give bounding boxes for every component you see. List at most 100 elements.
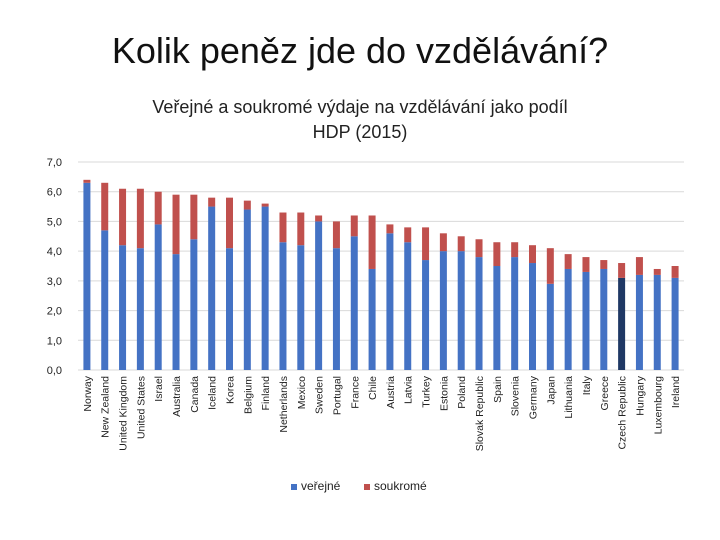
chart-subtitle: Veřejné a soukromé výdaje na vzdělávání … (110, 95, 610, 145)
x-tick-label: Luxembourg (652, 376, 664, 435)
bar-public (368, 268, 376, 370)
x-tick-label: Netherlands (278, 376, 290, 433)
bar-public (546, 283, 554, 370)
x-tick-label: Czech Republic (617, 376, 629, 450)
y-tick-label: 4,0 (47, 246, 62, 258)
bar-public (493, 266, 501, 370)
bar-private (564, 254, 572, 269)
bar-public (136, 248, 144, 370)
x-tick-label: Lithuania (563, 376, 575, 419)
bar-public (529, 263, 536, 370)
x-tick-label: Mexico (296, 376, 308, 409)
bar-public (190, 239, 198, 370)
x-tick-label: United States (135, 376, 147, 439)
bar-private (208, 197, 216, 207)
bar-public (261, 206, 269, 370)
bar-private (457, 236, 465, 252)
y-tick-label: 1,0 (47, 335, 62, 347)
x-tick-label: United Kingdom (118, 376, 130, 451)
legend-label-private: soukromé (374, 479, 427, 493)
x-tick-label: Chile (367, 376, 379, 400)
x-tick-label: Slovak Republic (474, 376, 486, 451)
bar-public (119, 245, 127, 370)
bar-public (635, 274, 643, 370)
bar-private (119, 188, 127, 246)
bar-private (671, 266, 679, 278)
bar-private (83, 179, 91, 183)
bar-public (475, 257, 483, 370)
bar-private (332, 221, 340, 249)
bar-private (529, 245, 536, 264)
bar-private (172, 194, 180, 255)
bar-public (243, 209, 251, 370)
bar-public (511, 257, 519, 370)
y-tick-label: 3,0 (47, 276, 62, 288)
bar-public (422, 260, 430, 370)
x-tick-label: Spain (492, 376, 504, 403)
bar-public (439, 251, 447, 370)
x-tick-label: Israel (153, 376, 165, 402)
legend-swatch-private (364, 484, 370, 490)
bar-private (261, 203, 269, 207)
bar-private (635, 257, 643, 275)
x-tick-label: Estonia (438, 376, 450, 411)
bar-public (618, 277, 626, 370)
bar-private (422, 227, 430, 261)
y-tick-label: 7,0 (47, 157, 62, 169)
bar-private (582, 257, 590, 272)
x-tick-label: Austria (385, 376, 397, 409)
bar-public (600, 268, 608, 370)
bar-private (226, 197, 233, 249)
x-axis-labels: Norway New Zealand United Kingdom United St… (82, 375, 682, 451)
x-tick-label: Iceland (207, 376, 219, 410)
gridlines (78, 161, 684, 371)
bar-public (172, 254, 180, 370)
x-tick-label: Greece (599, 376, 611, 411)
y-tick-label: 6,0 (47, 187, 62, 199)
bar-public (208, 206, 216, 370)
x-tick-label: Portugal (331, 376, 343, 415)
y-tick-label: 0,0 (47, 365, 62, 377)
x-tick-label: France (349, 376, 361, 409)
bar-private (243, 200, 251, 210)
x-tick-label: Canada (189, 376, 201, 413)
legend: veřejné soukromé (291, 479, 427, 493)
bar-private (653, 268, 661, 275)
bar-public (564, 268, 572, 370)
bar-public (457, 251, 465, 370)
legend-swatch-public (291, 484, 297, 490)
bar-public (226, 248, 233, 370)
x-tick-label: Turkey (421, 375, 433, 407)
bar-public (279, 242, 287, 370)
bar-public (671, 277, 679, 370)
x-tick-label: Slovenia (510, 376, 522, 416)
bar-public (582, 271, 590, 370)
bar-private (350, 215, 358, 237)
slide-title: Kolik peněz jde do vzdělávání? (111, 30, 609, 71)
bar-private (190, 194, 198, 240)
bar-private (546, 248, 554, 284)
x-tick-label: Germany (528, 375, 540, 419)
bar-private (386, 224, 394, 234)
bar-private (101, 182, 109, 231)
bar-private (279, 212, 287, 243)
x-tick-label: Sweden (314, 376, 326, 414)
x-tick-label: Poland (456, 376, 468, 409)
x-tick-label: Italy (581, 375, 593, 395)
bar-private (618, 263, 626, 278)
bar-public (297, 245, 305, 370)
legend-label-public: veřejné (301, 479, 341, 493)
bar-public (653, 274, 661, 370)
bar-private (404, 227, 412, 243)
bar-private (600, 260, 608, 269)
bars (83, 179, 679, 370)
bar-private (493, 242, 501, 266)
bar-public (154, 224, 162, 370)
bar-private (475, 239, 483, 258)
bar-public (101, 230, 109, 370)
bar-public (332, 248, 340, 370)
x-tick-label: Australia (171, 376, 183, 417)
y-tick-label: 2,0 (47, 306, 62, 318)
bar-public (83, 182, 91, 370)
